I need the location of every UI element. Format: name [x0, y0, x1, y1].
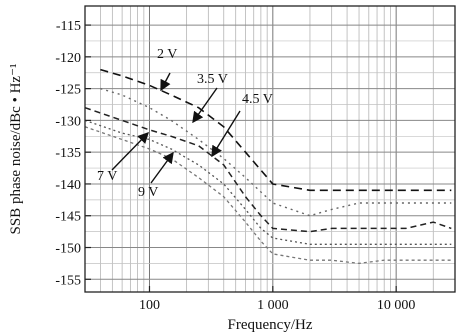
plot-border — [84, 5, 456, 293]
x-tick-label: 100 — [139, 298, 160, 313]
y-tick-label: -125 — [55, 83, 81, 98]
series-line-2-Vv — [100, 68, 452, 192]
annotation-arrow-9-Vv — [150, 151, 174, 184]
x-tick-label: 1 000 — [257, 298, 289, 313]
y-tick-label: -135 — [55, 146, 81, 161]
annotation-3-5-Vv: 3.5 V — [197, 72, 228, 87]
grid-layer — [84, 6, 456, 292]
annotation-arrow-2-Vv — [160, 72, 171, 92]
y-tick-label: -145 — [55, 210, 81, 225]
series-line-9-Vv — [84, 126, 452, 265]
y-tick-label: -115 — [56, 19, 81, 34]
plot-frame — [84, 5, 456, 293]
y-tick-label: -140 — [55, 178, 81, 193]
annotation-arrow-3-5-Vv — [192, 87, 218, 124]
annotation-9-Vv: 9 V — [138, 185, 158, 200]
y-tick-label: -155 — [55, 273, 81, 288]
series-line-7-Vv — [84, 119, 452, 245]
y-axis-label: SSB phase noise/dBc • Hz⁻¹ — [8, 64, 24, 235]
tick-labels: -115 -120 -125 -130 -135 -140 -145 -150 -155 100 1… — [55, 19, 415, 313]
series-layer — [84, 68, 452, 265]
y-tick-label: -120 — [55, 51, 81, 66]
annotations: 2 V 3.5 V 4.5 V 7 V 9 V — [97, 47, 273, 200]
annotation-arrow-4-5-Vv — [211, 110, 241, 158]
annotation-4-5-Vv: 4.5 V — [242, 92, 273, 107]
x-axis-label: Frequency/Hz — [228, 317, 313, 333]
annotation-7-Vv: 7 V — [97, 169, 117, 184]
annotation-2-Vv: 2 V — [157, 47, 177, 62]
series-line-4-5-Vv — [84, 106, 452, 233]
y-tick-label: -130 — [55, 114, 81, 129]
annotation-arrow-7-Vv — [111, 131, 149, 171]
x-tick-label: 10 000 — [377, 298, 416, 313]
y-tick-label: -150 — [55, 242, 81, 257]
series-line-3-5-Vv — [100, 87, 452, 217]
